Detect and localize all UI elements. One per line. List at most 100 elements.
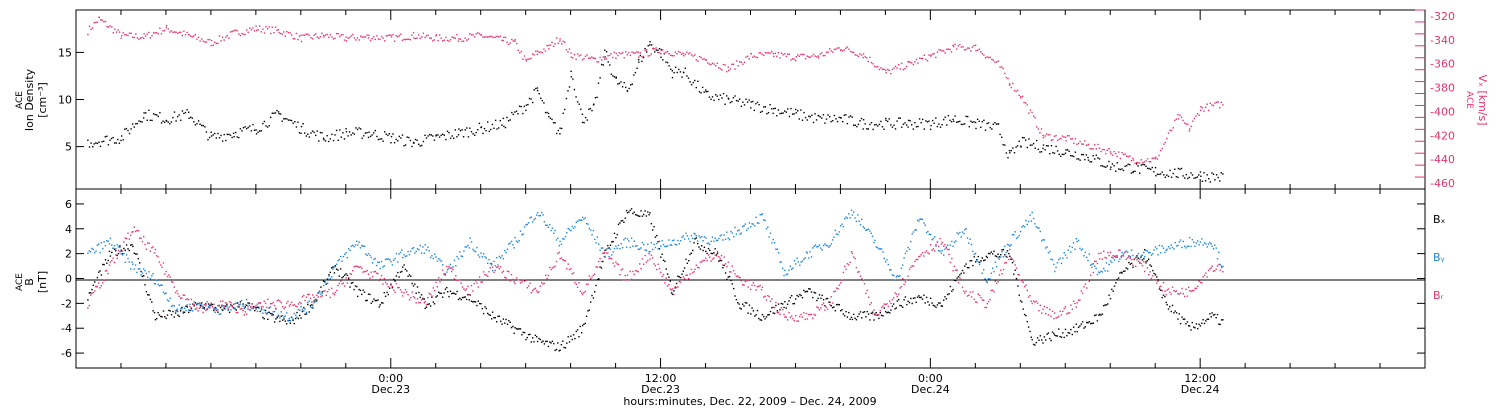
- data-point: [801, 316, 804, 318]
- data-point: [102, 263, 104, 266]
- data-point: [279, 32, 282, 35]
- data-point: [418, 301, 420, 304]
- data-point: [407, 250, 409, 253]
- data-point: [496, 266, 498, 268]
- data-point: [1201, 238, 1203, 240]
- data-point: [777, 311, 780, 314]
- data-point: [686, 262, 688, 264]
- x-axis-labels: 0:00Dec.2312:00Dec.230:00Dec.2412:00Dec.…: [371, 372, 1219, 396]
- data-point: [87, 33, 89, 36]
- data-point: [581, 332, 583, 334]
- data-point: [169, 276, 171, 278]
- data-point: [297, 308, 300, 311]
- data-point: [668, 283, 670, 286]
- data-point: [298, 132, 301, 134]
- data-point: [851, 252, 854, 255]
- data-point: [1016, 89, 1019, 91]
- data-point: [130, 268, 132, 270]
- data-point: [633, 273, 635, 276]
- data-point: [472, 301, 474, 303]
- data-point: [472, 133, 474, 135]
- data-point: [321, 292, 323, 294]
- data-point: [733, 287, 735, 290]
- data-point: [1052, 139, 1054, 141]
- data-point: [974, 121, 977, 124]
- data-point: [914, 229, 916, 231]
- data-point: [1177, 244, 1179, 247]
- data-point: [1188, 289, 1191, 292]
- data-point: [281, 314, 284, 317]
- data-point: [956, 232, 958, 234]
- data-point: [1190, 290, 1192, 293]
- data-point: [1073, 155, 1075, 158]
- data-point: [177, 314, 179, 316]
- data-point: [640, 210, 642, 212]
- data-point: [404, 268, 407, 271]
- data-point: [167, 28, 169, 30]
- data-point: [117, 246, 120, 248]
- data-point: [132, 123, 134, 125]
- data-point: [853, 51, 855, 54]
- data-point: [459, 251, 461, 253]
- data-point: [783, 306, 785, 309]
- data-point: [943, 118, 945, 121]
- data-point: [963, 232, 965, 235]
- data-point: [1002, 256, 1005, 258]
- data-point: [491, 123, 494, 126]
- data-point: [523, 55, 526, 57]
- data-point: [453, 292, 456, 295]
- data-point: [419, 145, 421, 147]
- data-point: [1178, 241, 1180, 243]
- data-point: [1062, 310, 1064, 312]
- data-point: [527, 333, 530, 336]
- data-point: [791, 295, 793, 297]
- data-point: [1178, 313, 1180, 315]
- data-point: [1066, 257, 1068, 259]
- data-point: [541, 341, 543, 343]
- data-point: [1146, 267, 1149, 269]
- data-point: [474, 134, 476, 136]
- data-point: [799, 293, 801, 296]
- data-point: [368, 131, 370, 133]
- data-point: [164, 316, 166, 318]
- data-point: [851, 51, 853, 53]
- data-point: [567, 51, 569, 53]
- data-point: [1036, 139, 1038, 142]
- data-point: [1004, 245, 1006, 247]
- data-point: [1079, 140, 1081, 143]
- data-point: [499, 120, 501, 122]
- data-point: [959, 120, 961, 123]
- data-point: [682, 270, 684, 272]
- data-point: [467, 244, 469, 247]
- data-point: [645, 261, 648, 263]
- data-point: [1010, 258, 1012, 260]
- data-point: [161, 284, 163, 286]
- data-point: [189, 309, 191, 312]
- data-point: [446, 271, 448, 273]
- data-point: [821, 52, 823, 54]
- data-point: [617, 244, 620, 247]
- data-point: [685, 258, 687, 261]
- data-point: [504, 250, 506, 252]
- data-point: [310, 37, 312, 39]
- data-point: [596, 278, 599, 281]
- data-point: [649, 212, 651, 214]
- data-point: [586, 54, 588, 56]
- data-point: [708, 96, 711, 98]
- data-point: [346, 257, 349, 259]
- data-point: [506, 248, 509, 250]
- data-point: [828, 301, 830, 303]
- data-point: [709, 256, 711, 258]
- data-point: [587, 283, 589, 285]
- data-point: [719, 235, 721, 237]
- data-point: [703, 246, 706, 248]
- data-point: [705, 237, 707, 239]
- data-point: [974, 252, 977, 255]
- panel2-ylabel-line1: ACE: [15, 273, 25, 291]
- data-point: [464, 129, 466, 131]
- data-point: [814, 55, 816, 57]
- data-point: [641, 241, 644, 244]
- data-point: [541, 52, 543, 54]
- data-point: [1070, 251, 1072, 253]
- data-point: [88, 146, 91, 148]
